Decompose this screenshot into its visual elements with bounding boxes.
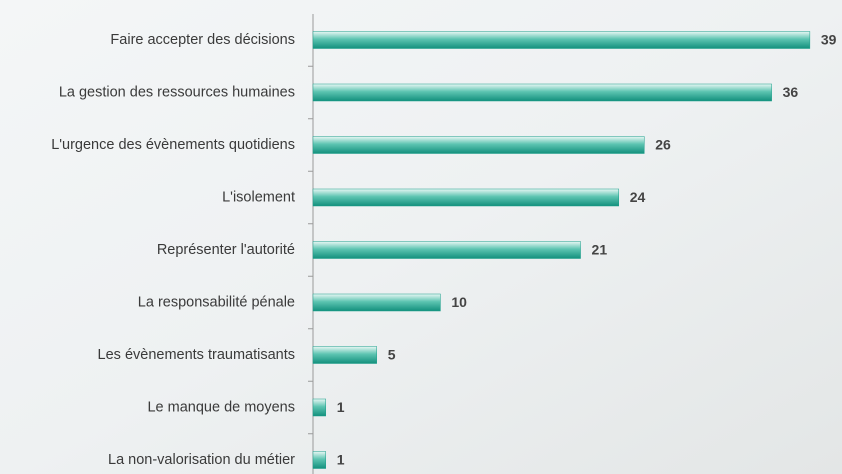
category-label: Les évènements traumatisants <box>98 347 295 363</box>
value-label: 1 <box>337 452 345 468</box>
value-label: 21 <box>592 242 608 258</box>
category-label: L'urgence des évènements quotidiens <box>51 137 295 153</box>
bar <box>313 294 440 311</box>
category-label: Faire accepter des décisions <box>110 32 295 48</box>
bar <box>313 242 581 259</box>
bar <box>313 84 772 101</box>
background <box>0 0 842 474</box>
value-label: 39 <box>821 32 837 48</box>
chart: Faire accepter des décisions 39 La gestion… <box>0 0 842 474</box>
bar <box>313 189 619 206</box>
value-label: 24 <box>630 189 646 205</box>
value-label: 1 <box>337 399 345 415</box>
bar <box>313 347 377 364</box>
category-label: Le manque de moyens <box>147 399 295 415</box>
bar <box>313 32 810 49</box>
value-label: 26 <box>655 137 671 153</box>
category-label: L'isolement <box>222 189 295 205</box>
bar <box>313 399 326 416</box>
category-label: Représenter l'autorité <box>157 242 295 258</box>
value-label: 36 <box>783 84 799 100</box>
bar <box>313 452 326 469</box>
category-label: La responsabilité pénale <box>138 294 295 310</box>
category-label: La non-valorisation du métier <box>108 452 295 468</box>
bar <box>313 137 644 154</box>
value-label: 5 <box>388 347 396 363</box>
category-label: La gestion des ressources humaines <box>59 84 295 100</box>
value-label: 10 <box>451 294 467 310</box>
